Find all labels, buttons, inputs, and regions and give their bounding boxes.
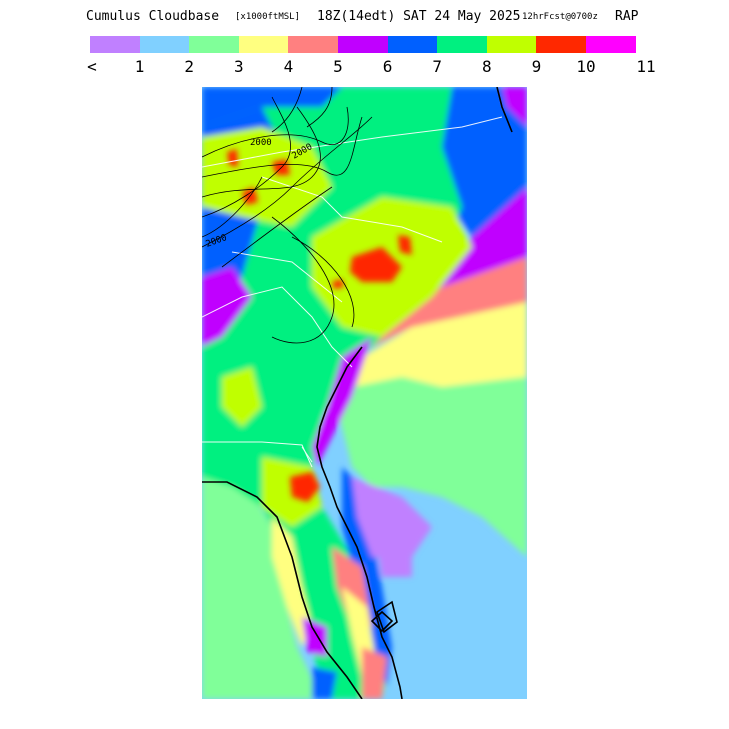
legend-swatch [189, 36, 239, 53]
legend-tick-label: 11 [636, 57, 656, 76]
legend-swatch [585, 36, 636, 53]
color-legend [90, 36, 636, 53]
legend-swatch [387, 36, 438, 53]
legend-tick-label: 10 [576, 57, 596, 76]
legend-tick-label: 2 [184, 57, 195, 76]
title-product: Cumulus Cloudbase [86, 9, 220, 24]
legend-tick-label: 8 [481, 57, 492, 76]
legend-tick-label: 1 [134, 57, 145, 76]
legend-swatch [238, 36, 289, 53]
map-title: Cumulus Cloudbase [x1000ftMSL] 18Z(14edt… [0, 9, 729, 27]
legend-tick-label: 6 [382, 57, 393, 76]
marker-diamond [370, 610, 394, 633]
legend-swatch [337, 36, 388, 53]
legend-swatch [90, 36, 140, 53]
legend-tick-label: < [87, 57, 97, 76]
title-valid-time: 18Z(14edt) SAT 24 May 2025 [317, 9, 521, 24]
legend-tick-label: 3 [233, 57, 244, 76]
legend-swatch [139, 36, 190, 53]
legend-tick-labels: <1 2 3 4 5 6 7 8 9 10 11 [0, 57, 729, 77]
legend-swatch [437, 36, 487, 53]
legend-tick-label: 9 [531, 57, 542, 76]
contour-label: 2000 [250, 138, 272, 148]
title-units: [x1000ftMSL] [235, 12, 301, 22]
legend-swatch [288, 36, 338, 53]
legend-swatch [486, 36, 537, 53]
legend-tick-label: 7 [432, 57, 443, 76]
legend-tick-label: 5 [333, 57, 343, 76]
legend-swatch [536, 36, 586, 53]
cloudbase-map: 2000 2000 2000 [202, 87, 527, 699]
legend-tick-label: 4 [283, 57, 294, 76]
title-forecast: 12hrFcst@0700z [522, 12, 598, 22]
title-model: RAP [615, 9, 639, 24]
